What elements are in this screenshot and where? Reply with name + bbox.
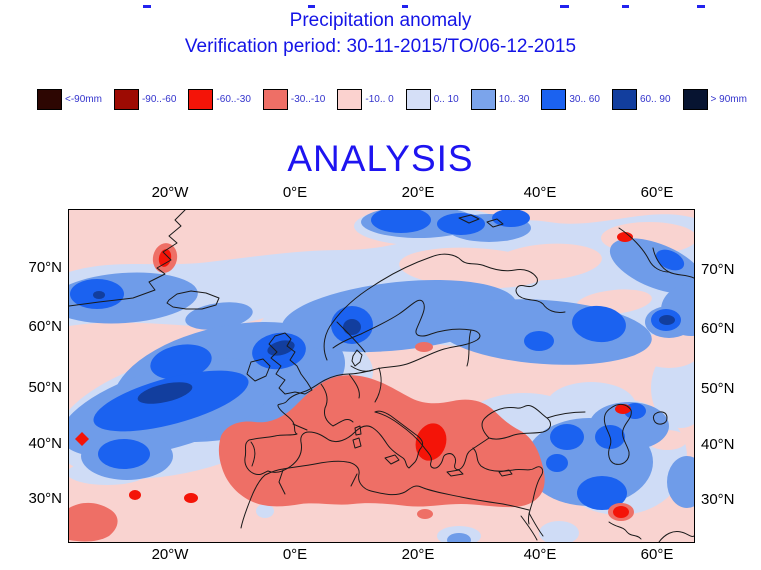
- anomaly-map-svg: [69, 210, 694, 542]
- legend-item: -90..-60: [113, 89, 177, 110]
- legend-item: 0.. 10: [405, 89, 459, 110]
- lon-tick-bottom: 60°E: [640, 546, 674, 563]
- legend-label: 30.. 60: [569, 94, 600, 105]
- cropped-text-fragment: [560, 5, 569, 8]
- legend-item: -30..-10: [262, 89, 326, 110]
- lon-tick-top: 60°E: [640, 184, 674, 201]
- analysis-heading: ANALYSIS: [287, 138, 474, 179]
- lon-tick-bottom: 20°E: [401, 546, 435, 563]
- legend-label: > 90mm: [710, 94, 747, 105]
- legend-item: 10.. 30: [470, 89, 530, 110]
- legend-item: 30.. 60: [541, 89, 600, 110]
- verification-period: Verification period: 30-11-2015/TO/06-12…: [184, 36, 577, 57]
- legend-label: -90..-60: [141, 94, 177, 105]
- legend-swatch: [541, 89, 567, 110]
- cropped-text-fragment: [402, 5, 408, 8]
- cropped-text-fragment: [622, 5, 629, 8]
- lon-tick-top: 20°W: [151, 184, 189, 201]
- legend-swatch: [113, 89, 139, 110]
- legend-item: <-90mm: [37, 89, 102, 110]
- legend-label: -10.. 0: [365, 94, 394, 105]
- lat-tick-right: 30°N: [701, 491, 735, 508]
- anomaly-map: [68, 209, 695, 543]
- lon-tick-bottom: 40°E: [523, 546, 557, 563]
- lon-tick-bottom: 0°E: [282, 546, 308, 563]
- lon-tick-top: 20°E: [401, 184, 435, 201]
- lat-tick-right: 70°N: [701, 261, 735, 278]
- legend-label: <-90mm: [65, 94, 102, 105]
- legend-item: > 90mm: [682, 89, 747, 110]
- legend-label: -60..-30: [216, 94, 251, 105]
- legend-label: 60.. 90: [639, 94, 671, 105]
- cropped-text-fragment: [308, 5, 315, 8]
- legend-swatch: [470, 89, 496, 110]
- color-legend: <-90mm -90..-60 -60..-30 -30..-10 -10.. …: [37, 89, 747, 110]
- lat-tick-left: 40°N: [28, 435, 62, 452]
- legend-item: -60..-30: [188, 89, 251, 110]
- cropped-text-fragment: [697, 5, 705, 8]
- figure-title: Precipitation anomaly: [289, 10, 472, 31]
- lat-tick-left: 50°N: [28, 379, 62, 396]
- legend-item: -10.. 0: [337, 89, 394, 110]
- anomaly-fill-dark-blue: [93, 291, 675, 404]
- cropped-text-fragment: [143, 5, 151, 8]
- lat-tick-right: 40°N: [701, 436, 735, 453]
- legend-swatch: [611, 89, 637, 110]
- lon-tick-top: 0°E: [282, 184, 308, 201]
- lat-tick-right: 60°N: [701, 320, 735, 337]
- lat-tick-left: 30°N: [28, 490, 62, 507]
- coastlines: [69, 210, 694, 542]
- legend-swatch: [188, 89, 214, 110]
- legend-label: 10.. 30: [498, 94, 530, 105]
- lat-tick-left: 70°N: [28, 259, 62, 276]
- legend-item: 60.. 90: [611, 89, 671, 110]
- legend-swatch: [262, 89, 288, 110]
- anomaly-fill-red: [75, 232, 633, 518]
- legend-swatch: [682, 89, 708, 110]
- lat-tick-left: 60°N: [28, 318, 62, 335]
- legend-swatch: [405, 89, 431, 110]
- legend-label: 0.. 10: [433, 94, 459, 105]
- anomaly-fill-bright-blue: [70, 210, 685, 510]
- legend-label: -30..-10: [290, 94, 326, 105]
- lon-tick-top: 40°E: [523, 184, 557, 201]
- lon-tick-bottom: 20°W: [151, 546, 189, 563]
- legend-swatch: [37, 89, 62, 110]
- legend-swatch: [337, 89, 363, 110]
- lat-tick-right: 50°N: [701, 380, 735, 397]
